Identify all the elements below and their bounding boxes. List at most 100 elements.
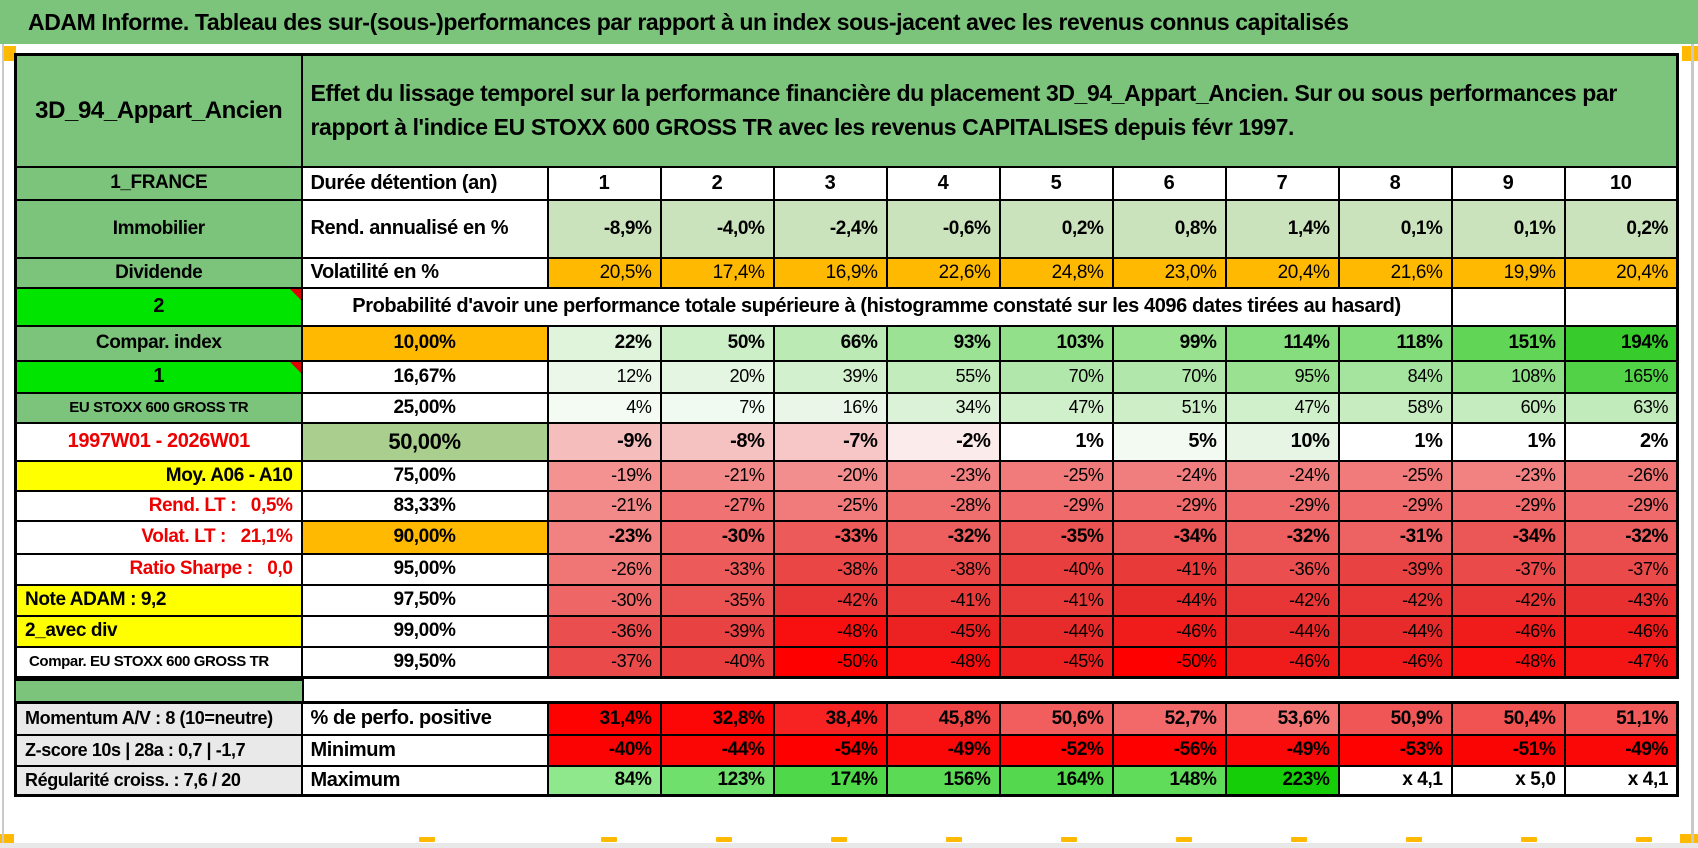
data-cell[interactable]: 0,1%	[1337, 198, 1453, 259]
data-cell[interactable]: 32,8%	[659, 701, 775, 736]
data-cell[interactable]: 53,6%	[1224, 701, 1340, 736]
asset-name-cell[interactable]: 3D_94_Appart_Ancien	[14, 53, 303, 168]
data-cell[interactable]: 118%	[1337, 324, 1453, 362]
data-cell[interactable]: 22%	[546, 324, 662, 362]
percentile[interactable]: 75,00%	[300, 459, 549, 492]
data-cell[interactable]: -44%	[998, 614, 1114, 648]
data-cell[interactable]: 47%	[998, 391, 1114, 424]
data-cell[interactable]: -25%	[1337, 459, 1453, 492]
row-label[interactable]: Momentum A/V : 8 (10=neutre)	[14, 701, 303, 736]
data-cell[interactable]: -37%	[1450, 552, 1566, 586]
row-header[interactable]: Maximum	[300, 764, 549, 797]
data-cell[interactable]	[1450, 286, 1566, 327]
data-cell[interactable]: -38%	[885, 552, 1001, 586]
data-cell[interactable]: -25%	[772, 489, 888, 522]
data-cell[interactable]: -21%	[659, 459, 775, 492]
data-cell[interactable]: 4	[885, 165, 1001, 201]
data-cell[interactable]: 9	[1450, 165, 1566, 201]
data-cell[interactable]: 1%	[1337, 421, 1453, 462]
data-cell[interactable]: -39%	[1337, 552, 1453, 586]
data-cell[interactable]: 1%	[1450, 421, 1566, 462]
row-header[interactable]: Rend. annualisé en %	[300, 198, 549, 259]
data-cell[interactable]: 52,7%	[1111, 701, 1227, 736]
data-cell[interactable]: -2,4%	[772, 198, 888, 259]
data-cell[interactable]: 24,8%	[998, 256, 1114, 289]
data-cell[interactable]: -43%	[1563, 583, 1679, 617]
data-cell[interactable]: 0,1%	[1450, 198, 1566, 259]
data-cell[interactable]: 164%	[998, 764, 1114, 797]
data-cell[interactable]: -44%	[1224, 614, 1340, 648]
data-cell[interactable]: 12%	[546, 359, 662, 394]
data-cell[interactable]: 45,8%	[885, 701, 1001, 736]
data-cell[interactable]: 0,2%	[1563, 198, 1679, 259]
percentile[interactable]: 95,00%	[300, 552, 549, 586]
data-cell[interactable]: -35%	[998, 519, 1114, 555]
data-cell[interactable]: -32%	[1224, 519, 1340, 555]
data-cell[interactable]: 5%	[1111, 421, 1227, 462]
data-cell[interactable]: 5	[998, 165, 1114, 201]
data-cell[interactable]: -49%	[1224, 733, 1340, 767]
percentile[interactable]: 83,33%	[300, 489, 549, 522]
data-cell[interactable]: 1,4%	[1224, 198, 1340, 259]
data-cell[interactable]: 51,1%	[1563, 701, 1679, 736]
data-cell[interactable]: 95%	[1224, 359, 1340, 394]
row-label[interactable]: Compar. EU STOXX 600 GROSS TR	[14, 645, 303, 679]
data-cell[interactable]: 7	[1224, 165, 1340, 201]
data-cell[interactable]: -44%	[1337, 614, 1453, 648]
data-cell[interactable]: 2%	[1563, 421, 1679, 462]
data-cell[interactable]: 103%	[998, 324, 1114, 362]
data-cell[interactable]: 60%	[1450, 391, 1566, 424]
data-cell[interactable]: -50%	[1111, 645, 1227, 679]
data-cell[interactable]: 123%	[659, 764, 775, 797]
data-cell[interactable]: -54%	[772, 733, 888, 767]
data-cell[interactable]: 3	[772, 165, 888, 201]
data-cell[interactable]: -23%	[546, 519, 662, 555]
row-label[interactable]: Ratio Sharpe : 0,0	[14, 552, 303, 586]
data-cell[interactable]: 20%	[659, 359, 775, 394]
data-cell[interactable]: 20,4%	[1563, 256, 1679, 289]
row-label[interactable]: Compar. index	[14, 324, 303, 362]
data-cell[interactable]: 55%	[885, 359, 1001, 394]
data-cell[interactable]: 7%	[659, 391, 775, 424]
data-cell[interactable]: -20%	[772, 459, 888, 492]
data-cell[interactable]: 16,9%	[772, 256, 888, 289]
data-cell[interactable]: -30%	[546, 583, 662, 617]
data-cell[interactable]: 51%	[1111, 391, 1227, 424]
data-cell[interactable]: -48%	[1450, 645, 1566, 679]
data-cell[interactable]: -27%	[659, 489, 775, 522]
row-header[interactable]: Minimum	[300, 733, 549, 767]
data-cell[interactable]: -4,0%	[659, 198, 775, 259]
data-cell[interactable]: -32%	[1563, 519, 1679, 555]
data-cell[interactable]: 38,4%	[772, 701, 888, 736]
data-cell[interactable]: 93%	[885, 324, 1001, 362]
data-cell[interactable]: -23%	[885, 459, 1001, 492]
data-cell[interactable]: -46%	[1111, 614, 1227, 648]
data-cell[interactable]: 21,6%	[1337, 256, 1453, 289]
data-cell[interactable]: -50%	[772, 645, 888, 679]
data-cell[interactable]: 47%	[1224, 391, 1340, 424]
data-cell[interactable]: -8,9%	[546, 198, 662, 259]
data-cell[interactable]: 31,4%	[546, 701, 662, 736]
data-cell[interactable]: -40%	[659, 645, 775, 679]
data-cell[interactable]: 165%	[1563, 359, 1679, 394]
percentile[interactable]: 99,00%	[300, 614, 549, 648]
data-cell[interactable]: 194%	[1563, 324, 1679, 362]
data-cell[interactable]: -32%	[885, 519, 1001, 555]
data-cell[interactable]: -45%	[998, 645, 1114, 679]
data-cell[interactable]: -36%	[1224, 552, 1340, 586]
data-cell[interactable]: -29%	[1111, 489, 1227, 522]
data-cell[interactable]: 19,9%	[1450, 256, 1566, 289]
data-cell[interactable]: -21%	[546, 489, 662, 522]
data-cell[interactable]: 1%	[998, 421, 1114, 462]
data-cell[interactable]: -26%	[1563, 459, 1679, 492]
data-cell[interactable]: 148%	[1111, 764, 1227, 797]
data-cell[interactable]: -33%	[659, 552, 775, 586]
row-header[interactable]: % de perfo. positive	[300, 701, 549, 736]
data-cell[interactable]: -37%	[1563, 552, 1679, 586]
data-cell[interactable]: -34%	[1450, 519, 1566, 555]
data-cell[interactable]: -26%	[546, 552, 662, 586]
data-cell[interactable]: 108%	[1450, 359, 1566, 394]
data-cell[interactable]: -44%	[1111, 583, 1227, 617]
data-cell[interactable]: 17,4%	[659, 256, 775, 289]
data-cell[interactable]: 114%	[1224, 324, 1340, 362]
